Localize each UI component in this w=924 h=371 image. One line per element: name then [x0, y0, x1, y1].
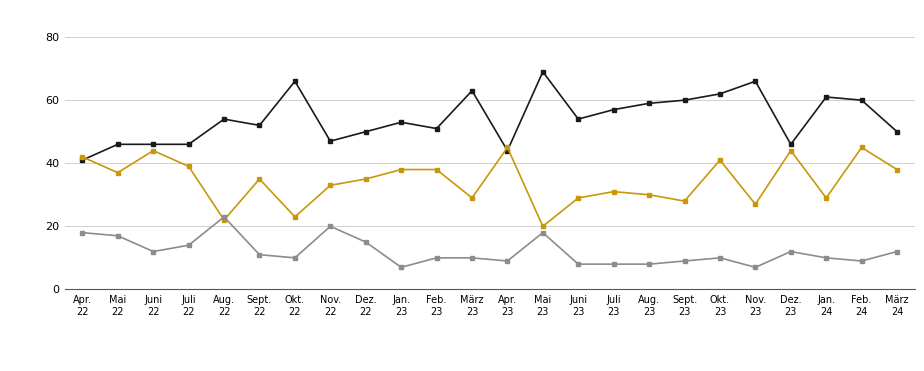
Fair bewertet (in %) — [821, 196, 832, 200]
Unterbewertet (in %) — [573, 117, 584, 121]
Fair bewertet (in %) — [183, 164, 194, 168]
Überbewertet (in %) — [643, 262, 654, 266]
Fair bewertet (in %) — [289, 214, 300, 219]
Überbewertet (in %) — [892, 249, 903, 254]
Line: Überbewertet (in %): Überbewertet (in %) — [80, 214, 899, 270]
Fair bewertet (in %) — [467, 196, 478, 200]
Fair bewertet (in %) — [77, 155, 88, 159]
Überbewertet (in %) — [714, 256, 725, 260]
Unterbewertet (in %) — [289, 79, 300, 83]
Überbewertet (in %) — [325, 224, 336, 229]
Überbewertet (in %) — [608, 262, 619, 266]
Fair bewertet (in %) — [502, 145, 513, 150]
Überbewertet (in %) — [537, 230, 548, 235]
Überbewertet (in %) — [749, 265, 760, 269]
Überbewertet (in %) — [856, 259, 867, 263]
Fair bewertet (in %) — [431, 167, 442, 172]
Unterbewertet (in %) — [714, 92, 725, 96]
Überbewertet (in %) — [431, 256, 442, 260]
Überbewertet (in %) — [679, 259, 690, 263]
Unterbewertet (in %) — [821, 95, 832, 99]
Line: Fair bewertet (in %): Fair bewertet (in %) — [80, 145, 899, 229]
Unterbewertet (in %) — [325, 139, 336, 143]
Fair bewertet (in %) — [785, 148, 796, 153]
Unterbewertet (in %) — [785, 142, 796, 147]
Unterbewertet (in %) — [431, 126, 442, 131]
Unterbewertet (in %) — [679, 98, 690, 102]
Fair bewertet (in %) — [643, 193, 654, 197]
Fair bewertet (in %) — [254, 177, 265, 181]
Fair bewertet (in %) — [856, 145, 867, 150]
Fair bewertet (in %) — [395, 167, 407, 172]
Line: Unterbewertet (in %): Unterbewertet (in %) — [80, 69, 899, 162]
Unterbewertet (in %) — [467, 88, 478, 93]
Unterbewertet (in %) — [218, 117, 229, 121]
Fair bewertet (in %) — [537, 224, 548, 229]
Überbewertet (in %) — [77, 230, 88, 235]
Überbewertet (in %) — [289, 256, 300, 260]
Unterbewertet (in %) — [360, 129, 371, 134]
Überbewertet (in %) — [148, 249, 159, 254]
Fair bewertet (in %) — [679, 199, 690, 203]
Fair bewertet (in %) — [892, 167, 903, 172]
Unterbewertet (in %) — [77, 158, 88, 162]
Unterbewertet (in %) — [502, 148, 513, 153]
Unterbewertet (in %) — [395, 120, 407, 124]
Unterbewertet (in %) — [148, 142, 159, 147]
Überbewertet (in %) — [254, 252, 265, 257]
Überbewertet (in %) — [821, 256, 832, 260]
Unterbewertet (in %) — [608, 107, 619, 112]
Überbewertet (in %) — [183, 243, 194, 247]
Unterbewertet (in %) — [183, 142, 194, 147]
Fair bewertet (in %) — [749, 202, 760, 206]
Unterbewertet (in %) — [892, 129, 903, 134]
Unterbewertet (in %) — [113, 142, 124, 147]
Unterbewertet (in %) — [643, 101, 654, 105]
Fair bewertet (in %) — [113, 170, 124, 175]
Fair bewertet (in %) — [608, 189, 619, 194]
Überbewertet (in %) — [113, 234, 124, 238]
Fair bewertet (in %) — [218, 218, 229, 222]
Unterbewertet (in %) — [856, 98, 867, 102]
Überbewertet (in %) — [395, 265, 407, 269]
Überbewertet (in %) — [218, 214, 229, 219]
Überbewertet (in %) — [573, 262, 584, 266]
Fair bewertet (in %) — [360, 177, 371, 181]
Fair bewertet (in %) — [573, 196, 584, 200]
Überbewertet (in %) — [360, 240, 371, 244]
Fair bewertet (in %) — [148, 148, 159, 153]
Überbewertet (in %) — [785, 249, 796, 254]
Überbewertet (in %) — [467, 256, 478, 260]
Überbewertet (in %) — [502, 259, 513, 263]
Unterbewertet (in %) — [749, 79, 760, 83]
Unterbewertet (in %) — [537, 69, 548, 74]
Fair bewertet (in %) — [325, 183, 336, 187]
Unterbewertet (in %) — [254, 123, 265, 128]
Fair bewertet (in %) — [714, 158, 725, 162]
